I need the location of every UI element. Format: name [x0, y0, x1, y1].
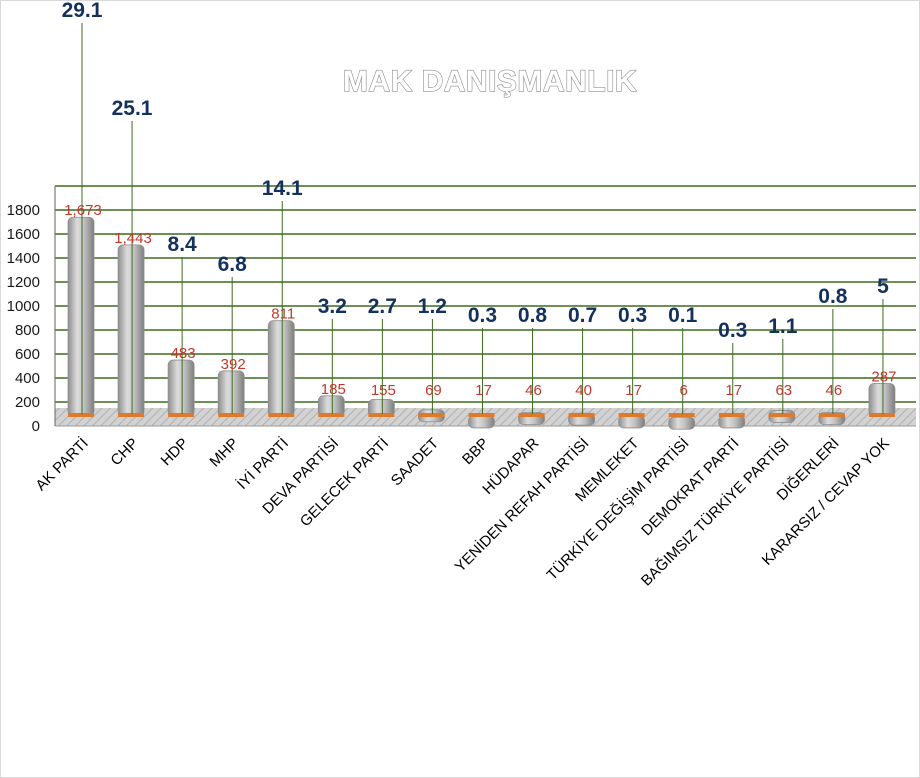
bar — [67, 216, 95, 417]
y-tick-label: 200 — [15, 394, 40, 411]
percent-label: 0.3 — [718, 319, 747, 342]
x-tick-label: GELECEK PARTİ — [296, 434, 392, 530]
bar — [468, 415, 495, 429]
x-tick-label: AK PARTİ — [32, 434, 92, 494]
x-tick-label: BBP — [459, 435, 492, 468]
percent-label: 0.7 — [568, 304, 597, 327]
count-label: 63 — [775, 382, 792, 399]
bar — [718, 415, 746, 429]
y-tick-label: 600 — [15, 346, 40, 363]
percent-label: 14.1 — [262, 177, 303, 200]
bar-base-mark — [268, 413, 295, 417]
bar — [317, 395, 345, 417]
bar-base-mark — [868, 413, 895, 417]
bar — [267, 320, 295, 417]
bar — [868, 383, 896, 417]
bar — [167, 359, 195, 417]
bar-base-mark — [718, 413, 745, 417]
count-label: 1,673 — [64, 202, 102, 219]
count-label: 392 — [221, 356, 246, 373]
percent-label: 0.8 — [818, 285, 848, 308]
x-tick-label: HDP — [158, 435, 192, 469]
bar-base-mark — [468, 413, 495, 417]
bar-base-mark — [318, 413, 345, 417]
y-tick-label: 1200 — [7, 274, 40, 291]
bar — [117, 244, 145, 417]
percent-label: 1.2 — [418, 295, 447, 318]
bar — [668, 416, 696, 430]
y-tick-label: 800 — [15, 322, 40, 339]
count-label: 17 — [475, 382, 492, 399]
bar-base-mark — [618, 413, 645, 417]
bar-base-mark — [68, 413, 94, 417]
count-label: 40 — [575, 382, 592, 399]
bar-base-mark — [818, 413, 845, 417]
count-label: 1,443 — [114, 230, 152, 247]
count-label: 483 — [171, 345, 196, 362]
percent-label: 29.1 — [62, 0, 103, 22]
bar — [217, 370, 245, 417]
count-label: 17 — [625, 382, 642, 399]
count-label: 6 — [680, 382, 688, 399]
bar-base-mark — [218, 413, 245, 417]
percent-label: 0.8 — [518, 304, 548, 327]
y-tick-label: 1400 — [7, 250, 40, 267]
bar-base-mark — [518, 413, 545, 417]
percent-label: 0.3 — [618, 304, 647, 327]
bar-base-mark — [118, 413, 145, 417]
chart-title: MAK DANIŞMANLIK — [343, 65, 637, 98]
count-label: 287 — [871, 369, 896, 386]
percent-label: 8.4 — [168, 233, 198, 256]
y-tick-label: 400 — [15, 370, 40, 387]
bar — [618, 415, 646, 429]
y-tick-label: 1600 — [7, 226, 40, 243]
percent-label: 0.1 — [668, 304, 698, 327]
count-label: 46 — [525, 382, 542, 399]
y-tick-label: 0 — [32, 418, 40, 435]
count-label: 46 — [826, 382, 843, 399]
bar-base-mark — [418, 413, 445, 417]
count-label: 811 — [271, 306, 295, 323]
percent-label: 2.7 — [368, 295, 397, 318]
x-tick-label: SAADET — [388, 435, 442, 489]
count-label: 185 — [321, 381, 346, 398]
x-tick-label: MHP — [206, 435, 242, 471]
bar-base-mark — [568, 413, 595, 417]
percent-label: 25.1 — [112, 97, 153, 120]
y-tick-label: 1800 — [7, 202, 40, 219]
count-label: 69 — [425, 382, 442, 399]
bar-base-mark — [768, 413, 795, 417]
bar-base-mark — [368, 413, 395, 417]
count-label: 155 — [371, 382, 396, 399]
percent-label: 1.1 — [768, 315, 798, 338]
count-label: 17 — [725, 382, 742, 399]
bar-base-mark — [668, 413, 695, 417]
percent-label: 5 — [877, 275, 889, 298]
percent-label: 0.3 — [468, 304, 497, 327]
x-tick-label: DEMOKRAT PARTİ — [638, 434, 743, 539]
bar-base-mark — [168, 413, 195, 417]
percent-label: 3.2 — [318, 295, 347, 318]
y-tick-label: 1000 — [7, 298, 40, 315]
x-tick-label: CHP — [107, 435, 141, 469]
percent-label: 6.8 — [218, 253, 248, 276]
